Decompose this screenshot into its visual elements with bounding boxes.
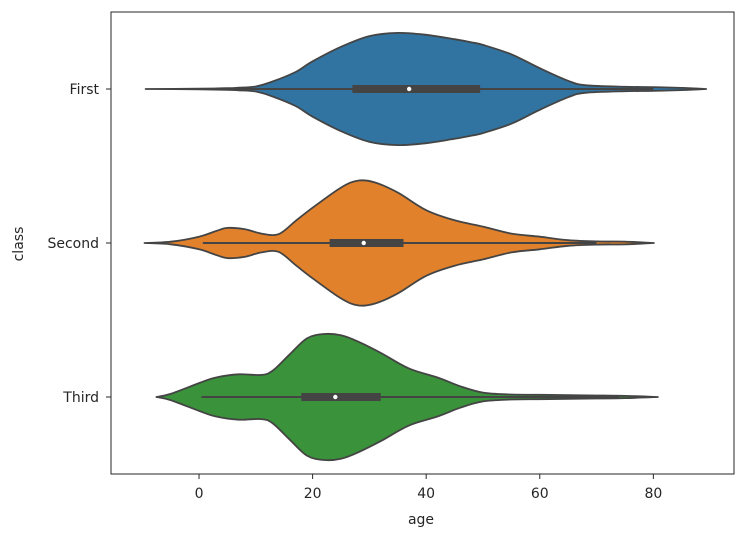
y-tick-label-third: Third: [62, 390, 99, 406]
y-tick-label-first: First: [70, 82, 100, 98]
median-dot-third: [333, 394, 338, 400]
violin-first: [144, 31, 708, 147]
x-tick-label-20: 20: [304, 486, 322, 502]
x-tick-label-80: 80: [644, 486, 662, 502]
y-tick-label-second: Second: [47, 236, 99, 252]
y-axis-label: class: [11, 227, 27, 262]
x-tick-label-0: 0: [195, 486, 204, 502]
violin-layer: [143, 31, 708, 462]
y-axis-ticks: First Second Third: [47, 82, 111, 406]
iqr-box-third: [301, 393, 381, 401]
x-axis-label: age: [408, 512, 434, 528]
median-dot-second: [361, 240, 366, 246]
x-tick-label-60: 60: [531, 486, 549, 502]
iqr-box-first: [352, 85, 481, 93]
iqr-box-second: [329, 239, 404, 247]
median-dot-first: [406, 86, 412, 92]
violin-second: [143, 179, 655, 307]
x-tick-label-40: 40: [417, 486, 435, 502]
violin-third: [155, 332, 659, 462]
x-axis-ticks: 0 20 40 60 80: [195, 474, 662, 502]
